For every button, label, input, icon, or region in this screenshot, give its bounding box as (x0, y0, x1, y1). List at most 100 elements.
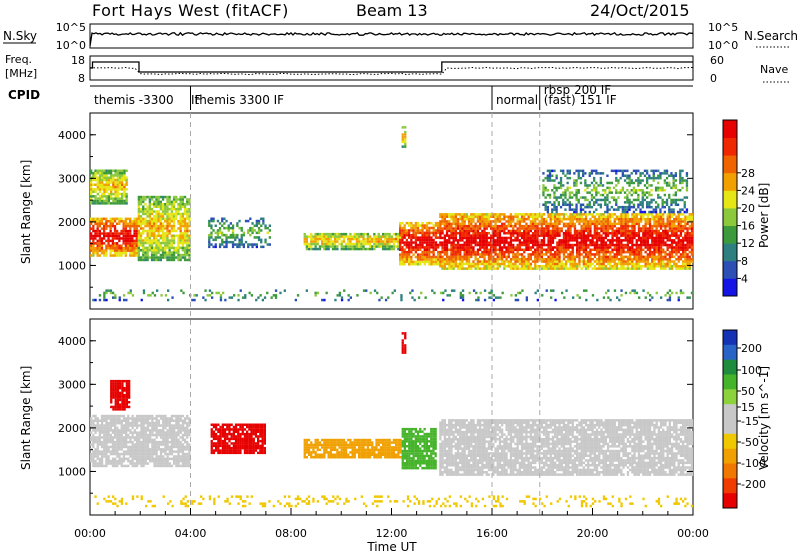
data-cell (501, 239, 504, 242)
data-cell (92, 459, 95, 463)
data-cell (496, 213, 499, 216)
data-cell (92, 217, 95, 221)
data-cell (179, 222, 182, 225)
data-cell (321, 298, 324, 302)
data-cell (670, 174, 673, 177)
data-cell (637, 253, 641, 256)
data-cell (672, 181, 675, 185)
data-cell (683, 196, 686, 199)
data-cell (655, 224, 658, 228)
data-cell (573, 181, 576, 185)
data-cell (679, 246, 683, 249)
data-cell (628, 184, 631, 187)
data-cell (591, 294, 595, 297)
data-cell (181, 198, 184, 201)
data-cell (503, 265, 506, 268)
data-cell (685, 179, 689, 182)
data-cell (111, 239, 114, 243)
data-cell (125, 181, 128, 184)
data-cell (452, 229, 455, 233)
data-cell (107, 192, 110, 196)
data-cell (170, 258, 173, 262)
data-cell (609, 267, 612, 270)
data-cell (642, 234, 645, 237)
data-cell (272, 294, 275, 297)
data-cell (101, 171, 104, 175)
data-cell (351, 237, 354, 241)
data-cell (445, 222, 449, 226)
data-cell (210, 226, 213, 230)
data-cell (358, 240, 361, 243)
data-cell (135, 254, 138, 257)
data-cell (210, 236, 213, 239)
data-cell (445, 220, 449, 223)
data-cell (170, 236, 173, 240)
data-cell (92, 234, 95, 238)
data-cell (573, 224, 577, 228)
data-cell (419, 263, 422, 266)
data-cell (604, 220, 607, 223)
data-cell (628, 201, 631, 204)
data-cell (432, 250, 435, 254)
data-cell (490, 236, 493, 240)
data-cell (554, 224, 557, 228)
data-cell (662, 241, 665, 244)
data-cell (116, 202, 119, 205)
data-cell (399, 221, 402, 225)
data-cell (179, 200, 182, 204)
data-cell (586, 191, 589, 194)
data-cell (101, 199, 104, 203)
data-cell (166, 224, 169, 228)
data-cell (626, 239, 630, 242)
data-cell (133, 222, 136, 225)
data-cell (181, 236, 184, 240)
data-cell (443, 246, 446, 249)
data-cell (562, 172, 565, 175)
data-cell (445, 258, 449, 261)
data-cell (364, 242, 367, 246)
data-cell (501, 253, 504, 256)
data-cell (688, 258, 691, 261)
data-cell (576, 217, 579, 221)
data-cell (214, 245, 217, 249)
data-cell (109, 239, 112, 243)
data-cell (646, 227, 649, 230)
data-cell (353, 242, 356, 246)
data-cell (92, 443, 95, 446)
data-cell (461, 222, 464, 226)
data-cell (161, 217, 165, 221)
data-cell (454, 229, 457, 233)
data-cell (216, 231, 220, 235)
data-cell (638, 296, 641, 299)
data-cell (312, 237, 315, 241)
data-cell (135, 229, 138, 233)
data-cell (170, 246, 173, 250)
data-cell (589, 243, 592, 247)
data-cell (135, 227, 138, 230)
data-cell (448, 267, 451, 270)
data-cell (646, 253, 649, 256)
data-cell (92, 229, 95, 233)
data-cell (253, 243, 256, 246)
data-cell (688, 213, 691, 216)
data-cell (664, 255, 667, 259)
data-cell (591, 253, 594, 256)
data-cell (155, 239, 158, 242)
data-cell (494, 224, 497, 228)
data-cell (126, 232, 130, 235)
data-cell (168, 207, 171, 211)
data-cell (96, 424, 99, 427)
data-cell (472, 220, 475, 223)
data-cell (591, 262, 594, 266)
data-cell (639, 201, 642, 204)
data-cell (439, 229, 442, 233)
data-cell (553, 184, 556, 187)
data-cell (589, 250, 592, 254)
data-cell (674, 186, 677, 190)
data-cell (640, 260, 643, 263)
data-cell (153, 227, 156, 230)
data-cell (549, 220, 552, 223)
data-cell (565, 224, 568, 228)
data-cell (575, 181, 578, 185)
data-cell (470, 248, 473, 251)
